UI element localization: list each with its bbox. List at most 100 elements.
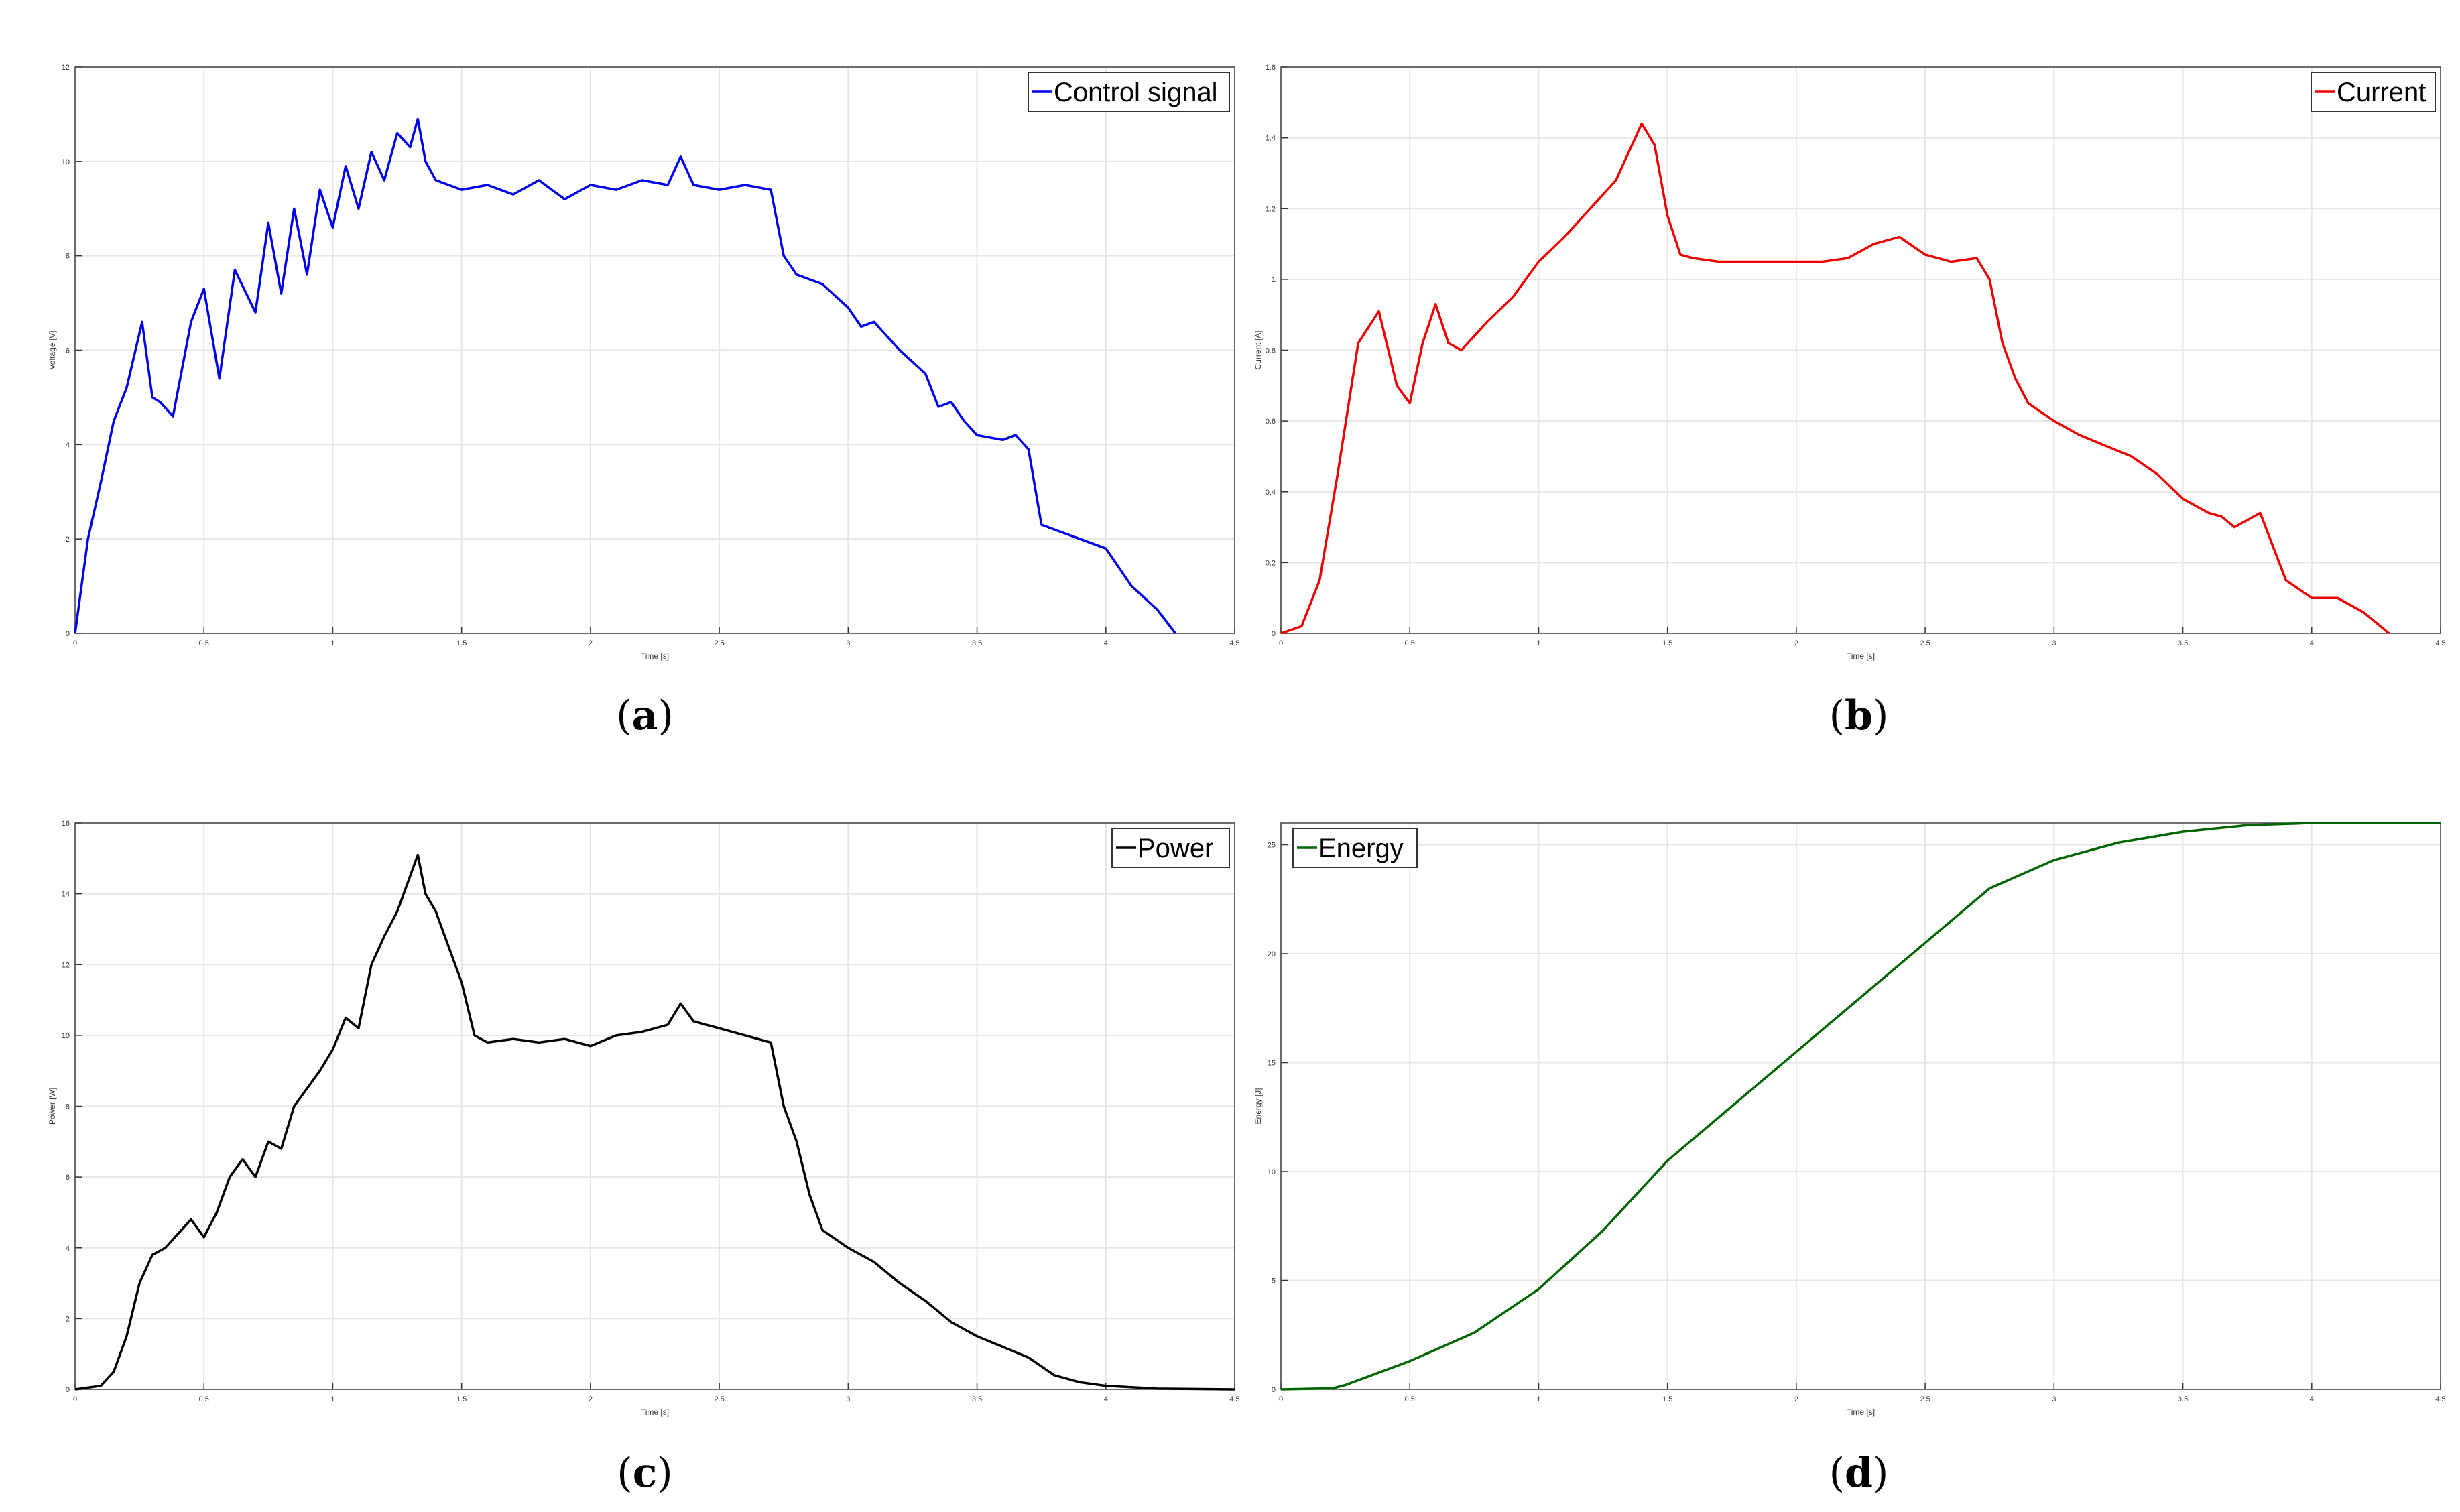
x-tick-label: 3 bbox=[846, 639, 850, 647]
y-tick-label: 0 bbox=[66, 1386, 70, 1394]
axes-frame bbox=[74, 822, 1235, 1390]
y-tick-label: 12 bbox=[62, 64, 70, 72]
y-tick-label: 0.4 bbox=[1266, 489, 1276, 497]
x-tick-label: 4.5 bbox=[1229, 639, 1239, 647]
x-axis-label: Time [s] bbox=[1847, 651, 1875, 661]
x-tick-label: 1 bbox=[1536, 1395, 1540, 1403]
x-tick-label: 4.5 bbox=[2435, 639, 2445, 647]
y-tick-label: 2 bbox=[66, 536, 70, 544]
y-axis-label: Power [W] bbox=[48, 1088, 57, 1125]
x-tick-label: 2.5 bbox=[1920, 639, 1930, 647]
y-tick-label: 2 bbox=[66, 1315, 70, 1323]
caption-c: (c) bbox=[617, 1450, 672, 1497]
series-line bbox=[1280, 822, 2441, 1391]
axes-frame bbox=[74, 66, 1235, 634]
series-line bbox=[74, 117, 1176, 635]
x-tick-label: 3 bbox=[846, 1395, 850, 1403]
legend-box bbox=[2311, 72, 2436, 112]
y-tick-label: 15 bbox=[1268, 1060, 1276, 1068]
x-tick-label: 3.5 bbox=[972, 639, 982, 647]
x-tick-label: 4 bbox=[1104, 1395, 1108, 1403]
y-axis-label: Energy [J] bbox=[1253, 1088, 1263, 1124]
y-tick-label: 6 bbox=[66, 347, 70, 355]
y-axis-label: Current [A] bbox=[1253, 330, 1263, 369]
panel-d: 0 0.5 1 1.5 2 2.5 3 3.5 4 4.5 0 5 10 15 20 25 Time [s] En… bbox=[1253, 822, 2446, 1417]
plot-area bbox=[1281, 823, 2441, 1389]
y-tick-label: 25 bbox=[1268, 842, 1276, 850]
x-tick-label: 0.5 bbox=[1405, 639, 1415, 647]
caption-d: (d) bbox=[1829, 1450, 1889, 1497]
x-tick-label: 2 bbox=[589, 1395, 593, 1403]
x-tick-label: 2 bbox=[1794, 639, 1798, 647]
legend-box bbox=[1292, 828, 1418, 868]
legend-label: Current bbox=[2337, 78, 2426, 107]
axes-frame bbox=[1280, 822, 2441, 1390]
y-axis-label: Voltage [V] bbox=[48, 330, 57, 369]
y-tick-label: 5 bbox=[1272, 1277, 1276, 1285]
y-tick-label: 6 bbox=[66, 1174, 70, 1182]
x-tick-label: 0 bbox=[1279, 1395, 1283, 1403]
x-tick-label: 0 bbox=[1279, 639, 1283, 647]
y-tick-label: 1.4 bbox=[1266, 135, 1276, 143]
y-tick-label: 16 bbox=[62, 820, 70, 828]
series-line bbox=[1280, 122, 2390, 635]
y-tick-label: 10 bbox=[62, 158, 70, 166]
x-tick-label: 0.5 bbox=[199, 1395, 209, 1403]
y-tick-label: 1.6 bbox=[1266, 64, 1276, 72]
caption-a: (a) bbox=[616, 692, 674, 739]
caption-b: (b) bbox=[1829, 692, 1889, 739]
x-tick-label: 3 bbox=[2052, 1395, 2056, 1403]
x-tick-label: 3.5 bbox=[2178, 639, 2188, 647]
y-tick-label: 14 bbox=[62, 891, 70, 899]
x-tick-label: 0 bbox=[73, 1395, 77, 1403]
y-tick-label: 0 bbox=[66, 630, 70, 638]
y-tick-label: 4 bbox=[66, 441, 70, 449]
y-tick-label: 12 bbox=[62, 961, 70, 969]
y-tick-label: 20 bbox=[1268, 950, 1276, 958]
x-axis-label: Time [s] bbox=[641, 651, 669, 661]
axes-frame bbox=[1280, 66, 2441, 634]
y-tick-label: 10 bbox=[62, 1032, 70, 1040]
x-axis-label: Time [s] bbox=[641, 1407, 669, 1417]
x-tick-label: 1.5 bbox=[456, 1395, 467, 1403]
legend-box bbox=[1028, 72, 1230, 112]
y-tick-label: 4 bbox=[66, 1245, 70, 1253]
x-tick-label: 1 bbox=[330, 1395, 334, 1403]
x-tick-label: 4.5 bbox=[2435, 1395, 2445, 1403]
series-line bbox=[74, 853, 1235, 1391]
x-tick-label: 4 bbox=[2310, 639, 2314, 647]
x-tick-label: 2.5 bbox=[1920, 1395, 1930, 1403]
x-tick-label: 2 bbox=[589, 639, 593, 647]
panel-a: 0 0.5 1 1.5 2 2.5 3 3.5 4 4.5 0 2 4 6 8 10 12 Time [s] Vol… bbox=[48, 64, 1240, 661]
x-tick-label: 3 bbox=[2052, 639, 2056, 647]
x-tick-label: 1.5 bbox=[1662, 639, 1672, 647]
y-tick-label: 1.2 bbox=[1266, 205, 1276, 213]
legend-label: Power bbox=[1137, 834, 1213, 863]
x-tick-label: 4.5 bbox=[1229, 1395, 1239, 1403]
x-tick-label: 0 bbox=[73, 639, 77, 647]
y-tick-label: 1 bbox=[1272, 276, 1276, 284]
x-tick-label: 0.5 bbox=[1405, 1395, 1415, 1403]
panel-b: 0 0.5 1 1.5 2 2.5 3 3.5 4 4.5 0 0.2 0.4 0.6 0.8 1 1.2 1.4… bbox=[1253, 64, 2446, 661]
y-tick-label: 0.8 bbox=[1266, 347, 1276, 355]
x-tick-label: 3.5 bbox=[972, 1395, 982, 1403]
legend-label: Energy bbox=[1318, 834, 1404, 863]
x-tick-label: 1 bbox=[330, 639, 334, 647]
y-tick-label: 0.6 bbox=[1266, 418, 1276, 426]
y-tick-label: 10 bbox=[1268, 1168, 1276, 1176]
x-tick-label: 0.5 bbox=[199, 639, 209, 647]
y-tick-label: 0 bbox=[1272, 1386, 1276, 1394]
y-tick-label: 8 bbox=[66, 253, 70, 261]
y-tick-label: 8 bbox=[66, 1103, 70, 1111]
x-tick-label: 1.5 bbox=[1662, 1395, 1672, 1403]
x-tick-label: 3.5 bbox=[2178, 1395, 2188, 1403]
x-tick-label: 2.5 bbox=[714, 639, 724, 647]
x-axis-label: Time [s] bbox=[1847, 1407, 1875, 1417]
y-tick-label: 0 bbox=[1272, 630, 1276, 638]
x-tick-label: 4 bbox=[2310, 1395, 2314, 1403]
x-tick-label: 4 bbox=[1104, 639, 1108, 647]
x-tick-label: 2.5 bbox=[714, 1395, 724, 1403]
legend-label: Control signal bbox=[1054, 78, 1218, 107]
panel-c: 0 0.5 1 1.5 2 2.5 3 3.5 4 4.5 0 2 4 6 8 10 12 14 16 Time [s… bbox=[48, 820, 1240, 1417]
